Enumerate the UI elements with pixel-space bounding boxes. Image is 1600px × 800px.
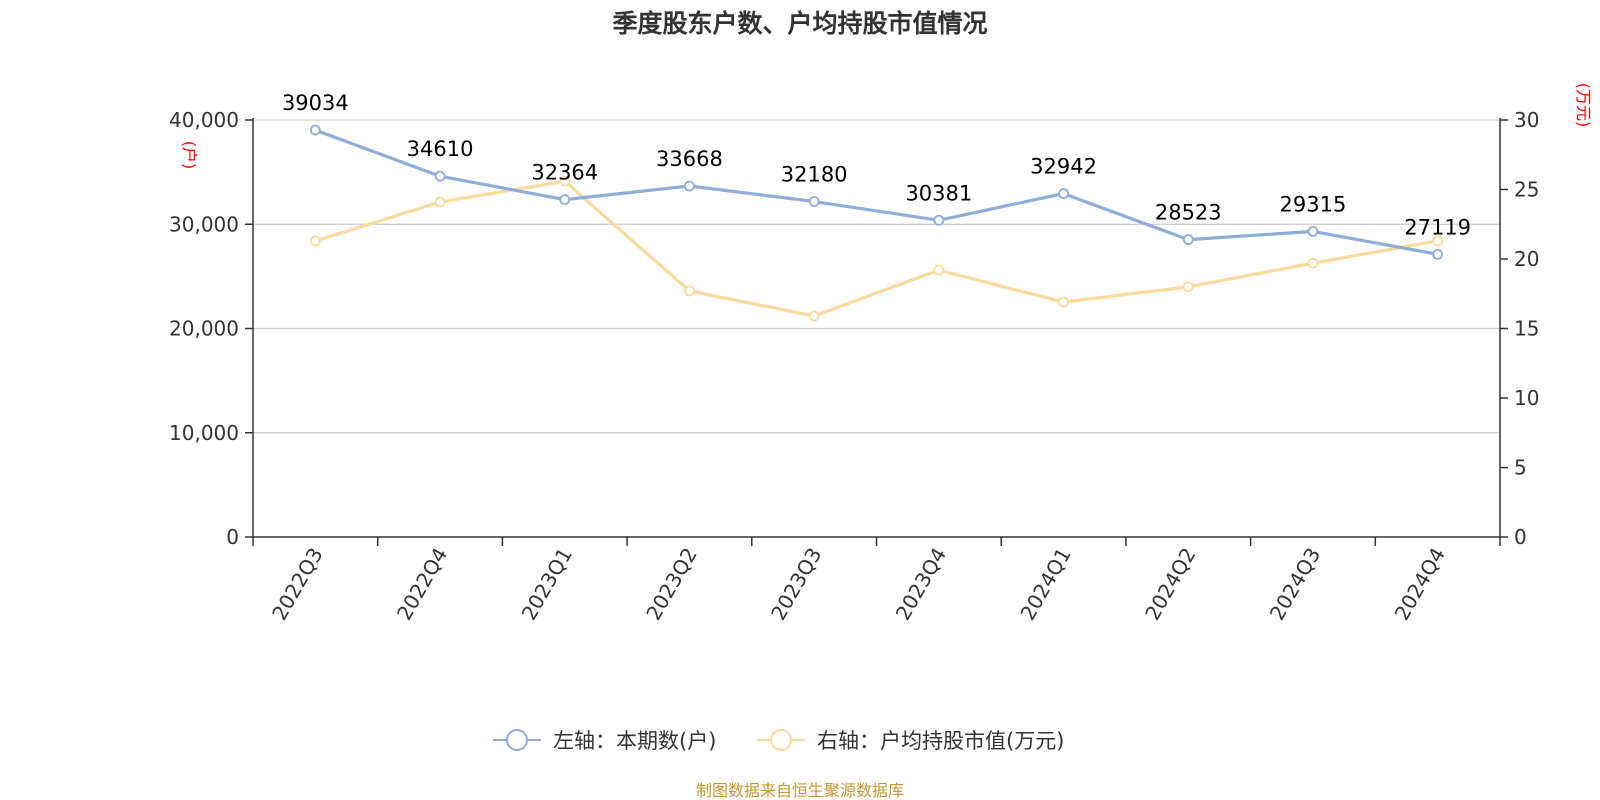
data-label: 39034 — [282, 91, 349, 115]
right-tick-label: 10 — [1514, 386, 1539, 410]
data-label: 32180 — [781, 163, 848, 187]
data-point-left[interactable] — [933, 214, 945, 226]
legend-marker-right — [770, 729, 792, 751]
right-tick-label: 25 — [1514, 178, 1539, 202]
x-tick-label: 2023Q2 — [641, 544, 701, 625]
legend-label-left: 左轴：本期数(户) — [553, 729, 716, 753]
right-tick-label: 15 — [1514, 317, 1539, 341]
x-tick-label: 2023Q4 — [891, 544, 951, 625]
data-label: 33668 — [656, 147, 723, 171]
data-label: 29315 — [1280, 192, 1347, 216]
source-note: 制图数据来自恒生聚源数据库 — [696, 781, 904, 800]
data-point-left[interactable] — [559, 194, 571, 206]
data-label: 28523 — [1155, 201, 1222, 225]
left-tick-label: 30,000 — [169, 212, 239, 236]
legend-label-right: 右轴：户均持股市值(万元) — [817, 729, 1064, 753]
data-point-right[interactable] — [933, 264, 945, 276]
x-tick-label: 2022Q4 — [392, 544, 452, 625]
data-label: 30381 — [905, 181, 972, 205]
data-point-right[interactable] — [1432, 235, 1444, 247]
left-axis-ticks: 0 10,000 20,000 30,000 40,000 — [169, 108, 253, 549]
x-axis-ticks: 2022Q3 2022Q4 2023Q1 2023Q2 2023Q3 2023Q4 2024… — [252, 537, 1501, 625]
x-tick-label: 2023Q3 — [766, 544, 826, 625]
data-point-right[interactable] — [1182, 281, 1194, 293]
data-point-left[interactable] — [1307, 225, 1319, 237]
data-point-left[interactable] — [434, 170, 446, 182]
grid-lines — [253, 119, 1500, 434]
legend-item-right-series[interactable]: 右轴：户均持股市值(万元) — [757, 729, 1064, 753]
left-tick-label: 20,000 — [169, 317, 239, 341]
legend[interactable]: 左轴：本期数(户) 右轴：户均持股市值(万元) — [493, 729, 1064, 753]
data-point-right[interactable] — [559, 175, 571, 187]
data-point-right[interactable] — [309, 235, 321, 247]
series-layer — [309, 124, 1444, 322]
data-point-left[interactable] — [808, 196, 820, 207]
right-tick-label: 0 — [1514, 525, 1527, 549]
left-axis-unit: (户) — [180, 141, 199, 170]
x-tick-label: 2024Q3 — [1265, 544, 1325, 625]
x-tick-label: 2024Q2 — [1140, 544, 1200, 625]
data-label: 34610 — [407, 137, 474, 161]
right-tick-label: 20 — [1514, 247, 1539, 271]
legend-marker-left — [506, 729, 528, 751]
x-tick-label: 2024Q1 — [1015, 544, 1075, 625]
chart-title: 季度股东户数、户均持股市值情况 — [612, 9, 987, 38]
data-point-left[interactable] — [1182, 234, 1194, 246]
data-label: 32942 — [1030, 155, 1097, 179]
right-tick-label: 30 — [1514, 108, 1539, 132]
data-point-left[interactable] — [684, 180, 695, 192]
data-point-right[interactable] — [808, 310, 820, 322]
data-label: 27119 — [1404, 215, 1471, 239]
x-tick-label: 2024Q4 — [1390, 544, 1450, 625]
x-tick-label: 2022Q3 — [267, 544, 327, 625]
x-tick-label: 2023Q1 — [517, 544, 577, 625]
left-tick-label: 0 — [226, 525, 239, 549]
legend-item-left-series[interactable]: 左轴：本期数(户) — [493, 729, 716, 753]
series-line-left — [314, 128, 1438, 256]
data-label: 32364 — [531, 161, 598, 185]
right-tick-label: 5 — [1514, 456, 1527, 480]
data-point-right[interactable] — [1307, 257, 1319, 269]
data-point-right[interactable] — [1058, 296, 1069, 308]
data-point-left[interactable] — [1058, 188, 1069, 199]
data-point-left[interactable] — [1432, 248, 1444, 260]
data-labels: 39034 34610 32364 33668 32180 30381 32942 28523… — [282, 91, 1471, 239]
data-point-left[interactable] — [309, 124, 321, 136]
data-point-right[interactable] — [434, 196, 446, 208]
data-point-right[interactable] — [684, 285, 695, 297]
series-line-right — [314, 179, 1438, 318]
right-axis-unit: (万元) — [1574, 83, 1593, 128]
left-tick-label: 10,000 — [169, 421, 239, 445]
left-tick-label: 40,000 — [169, 108, 239, 132]
right-axis-ticks: 0 5 10 15 20 25 30 — [1500, 108, 1539, 549]
